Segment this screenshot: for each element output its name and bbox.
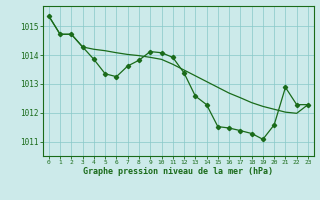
X-axis label: Graphe pression niveau de la mer (hPa): Graphe pression niveau de la mer (hPa) xyxy=(84,167,273,176)
